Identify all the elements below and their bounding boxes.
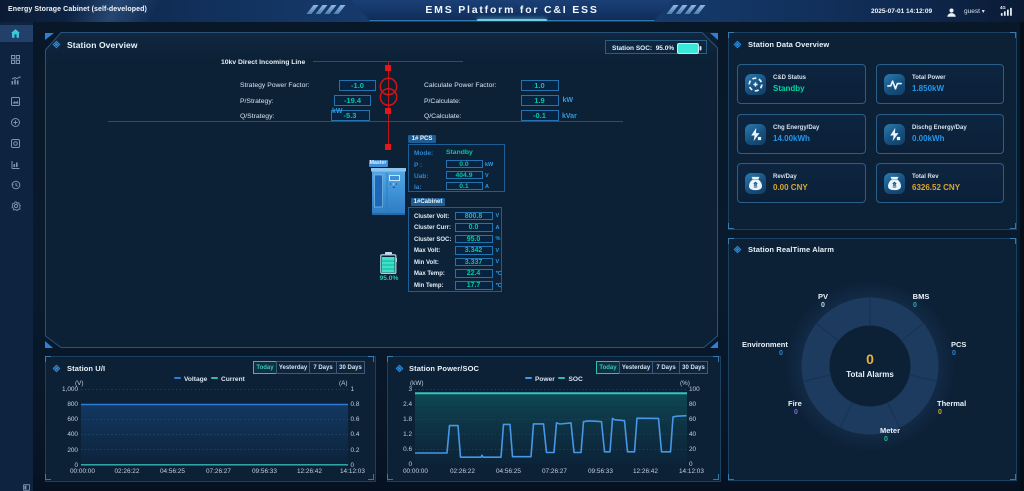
svg-text:4G: 4G — [1000, 5, 1006, 10]
